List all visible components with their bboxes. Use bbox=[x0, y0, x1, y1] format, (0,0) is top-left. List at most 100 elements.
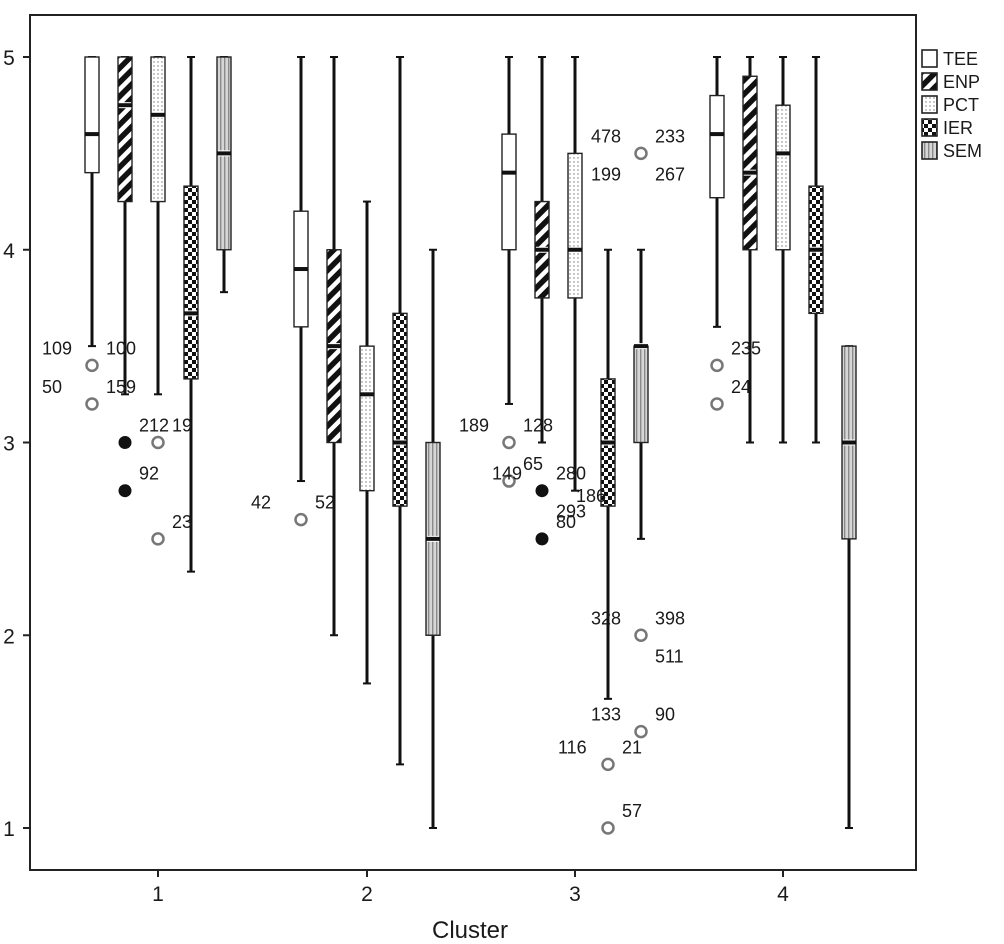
box-body bbox=[150, 56, 166, 203]
outlier-tee-2: 52 42 bbox=[251, 493, 335, 527]
outlier-case-label: 133 bbox=[591, 705, 621, 725]
outlier-case-label: 235 bbox=[731, 338, 761, 358]
box-sem-cluster-3 bbox=[633, 248, 649, 540]
outlier-case-label: 398 bbox=[655, 608, 685, 628]
box-enp-cluster-2 bbox=[326, 56, 342, 637]
outlier-case-label: 149 bbox=[492, 464, 522, 484]
outlier-marker bbox=[634, 146, 648, 161]
box-body bbox=[742, 75, 758, 251]
outlier-case-label: 50 bbox=[42, 377, 62, 397]
outlier-marker bbox=[294, 512, 308, 527]
box-enp-cluster-3 bbox=[534, 56, 550, 444]
outlier-case-label: 21 bbox=[622, 737, 642, 757]
outlier-ier-3: 21 116 bbox=[558, 737, 642, 772]
outlier-tee-3: 128 189 bbox=[459, 416, 553, 450]
outlier-case-label: 478 bbox=[591, 126, 621, 146]
box-body bbox=[775, 104, 791, 251]
box-pct-cluster-1 bbox=[150, 56, 166, 396]
outlier-case-label: 159 bbox=[106, 377, 136, 397]
box-ier-cluster-1 bbox=[183, 56, 199, 573]
box-tee-cluster-3 bbox=[501, 56, 517, 405]
outlier-sem-3: 90 133 bbox=[591, 705, 675, 739]
outlier-marker bbox=[601, 757, 615, 772]
outlier-marker bbox=[85, 358, 99, 373]
outlier-case-label: 100 bbox=[106, 338, 136, 358]
outlier-case-label: 267 bbox=[655, 164, 685, 184]
legend-swatch bbox=[921, 72, 938, 91]
outlier-ier-3: 57 bbox=[601, 801, 642, 835]
x-tick-label: 4 bbox=[777, 883, 789, 906]
y-tick-label: 1 bbox=[3, 818, 15, 841]
outlier-case-label: 189 bbox=[459, 416, 489, 436]
y-tick-label: 5 bbox=[3, 47, 15, 70]
box-body bbox=[84, 56, 100, 174]
outlier-tee-4: 24 bbox=[710, 377, 751, 411]
outlier-marker-extreme bbox=[118, 436, 132, 449]
outlier-case-label: 90 bbox=[655, 705, 675, 725]
y-tick-label: 4 bbox=[3, 240, 15, 263]
outlier-case-label: 80 bbox=[556, 512, 576, 532]
outlier-tee-4: 235 bbox=[710, 338, 761, 373]
legend-swatch bbox=[921, 118, 938, 137]
legend-item-tee: TEE bbox=[921, 49, 978, 69]
box-enp-cluster-1 bbox=[117, 56, 133, 396]
box-body bbox=[392, 312, 408, 507]
outlier-case-label: 109 bbox=[42, 338, 72, 358]
x-tick-label: 1 bbox=[152, 883, 164, 906]
box-body bbox=[633, 345, 649, 444]
outlier-marker bbox=[634, 724, 648, 739]
outlier-case-label: 23 bbox=[172, 512, 192, 532]
outlier-case-label: 280 bbox=[556, 464, 586, 484]
box-tee-cluster-4 bbox=[709, 56, 725, 328]
legend-label: ENP bbox=[943, 72, 980, 92]
outlier-case-label: 511 bbox=[655, 646, 684, 666]
legend-item-enp: ENP bbox=[921, 72, 980, 92]
outlier-marker bbox=[85, 397, 99, 411]
box-sem-cluster-4 bbox=[841, 345, 857, 829]
outlier-case-label: 57 bbox=[622, 801, 642, 821]
outlier-case-label: 116 bbox=[558, 737, 587, 757]
box-pct-cluster-4 bbox=[775, 56, 791, 444]
legend-item-sem: SEM bbox=[921, 141, 982, 161]
box-ier-cluster-3 bbox=[600, 248, 616, 700]
outlier-marker bbox=[502, 435, 516, 450]
outlier-case-label: 42 bbox=[251, 493, 271, 513]
legend-label: IER bbox=[943, 118, 973, 138]
outlier-case-label: 199 bbox=[591, 164, 621, 184]
outlier-marker bbox=[502, 474, 516, 488]
outlier-case-label: 212 bbox=[139, 416, 169, 436]
outlier-marker bbox=[151, 435, 165, 450]
outlier-case-label: 92 bbox=[139, 464, 159, 484]
outlier-marker bbox=[710, 397, 724, 411]
outlier-sem-3: 233 478 267 199 bbox=[591, 126, 685, 184]
box-body bbox=[501, 133, 517, 251]
x-tick-label: 3 bbox=[569, 883, 581, 906]
outlier-pct-1: 23 bbox=[151, 512, 192, 546]
legend-label: TEE bbox=[943, 49, 978, 69]
outlier-tee-3: 65 bbox=[502, 454, 543, 488]
box-enp-cluster-4 bbox=[742, 56, 758, 444]
legend-item-pct: PCT bbox=[921, 95, 979, 115]
outlier-marker bbox=[601, 821, 615, 835]
outlier-marker bbox=[634, 628, 648, 642]
plot-frame bbox=[29, 14, 917, 871]
box-sem-cluster-2 bbox=[425, 248, 441, 829]
y-tick-label: 3 bbox=[3, 433, 15, 456]
outlier-marker-extreme bbox=[535, 484, 549, 498]
annotation-label: 186 bbox=[576, 486, 606, 506]
box-body bbox=[709, 94, 725, 199]
legend-swatch bbox=[921, 49, 938, 68]
outlier-marker bbox=[710, 358, 724, 373]
box-tee-cluster-1 bbox=[84, 56, 100, 348]
outlier-pct-1: 19 bbox=[151, 416, 192, 450]
box-body bbox=[359, 345, 375, 492]
box-body bbox=[183, 185, 199, 380]
outlier-enp-1: 92 bbox=[118, 464, 159, 498]
box-ier-cluster-2 bbox=[392, 56, 408, 766]
box-ier-cluster-4 bbox=[808, 56, 824, 444]
box-pct-cluster-3 bbox=[567, 56, 583, 492]
box-sem-cluster-1 bbox=[216, 56, 232, 294]
outlier-case-label: 24 bbox=[731, 377, 751, 397]
outlier-case-label: 293 bbox=[556, 502, 586, 522]
